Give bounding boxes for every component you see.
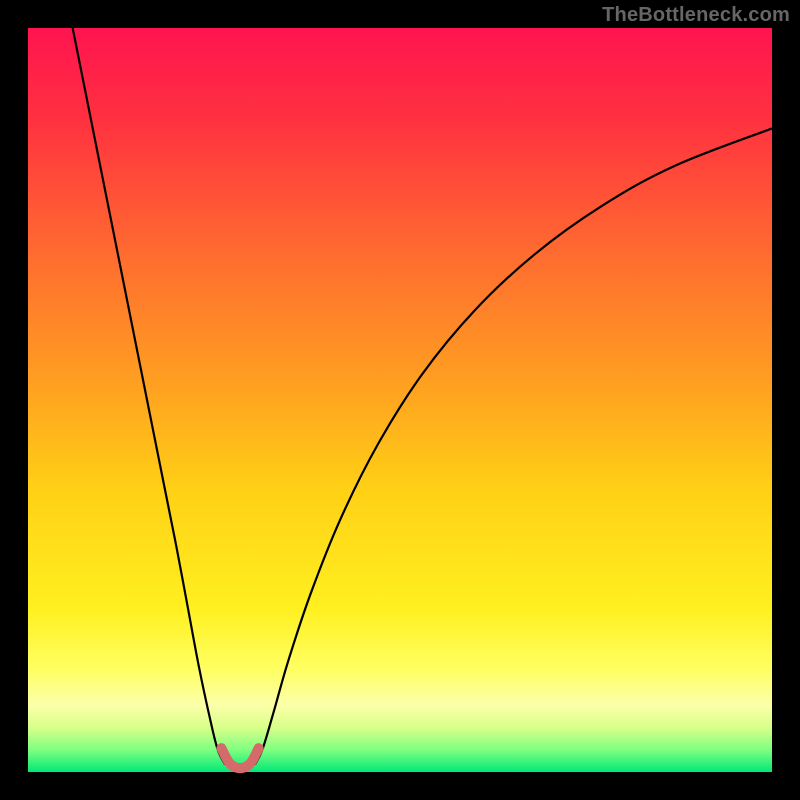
watermark-text: TheBottleneck.com [602, 4, 790, 27]
bottleneck-chart-svg [0, 0, 800, 800]
plot-background [28, 28, 772, 772]
chart-canvas: TheBottleneck.com [0, 0, 800, 800]
